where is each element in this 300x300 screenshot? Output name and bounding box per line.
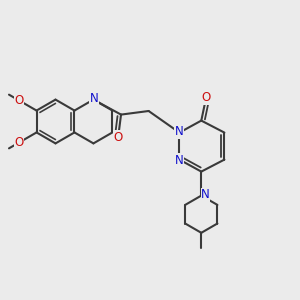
Text: N: N (174, 154, 183, 167)
Text: N: N (174, 125, 183, 138)
Text: O: O (14, 136, 23, 149)
Text: O: O (202, 91, 211, 104)
Text: N: N (90, 92, 98, 105)
Text: N: N (201, 188, 210, 202)
Text: O: O (14, 94, 23, 106)
Text: O: O (114, 131, 123, 144)
